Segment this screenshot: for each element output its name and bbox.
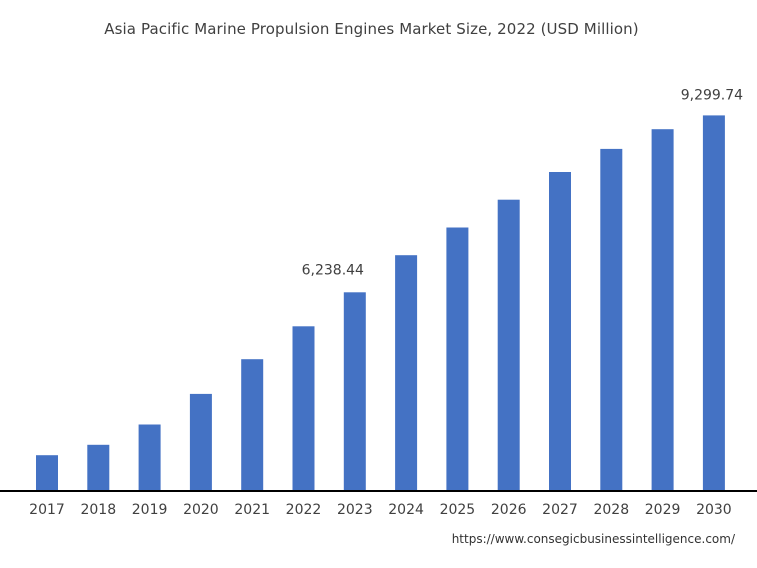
bar-2028 (600, 148, 623, 491)
x-tick-label-2017: 2017 (29, 502, 65, 518)
x-tick-label-2022: 2022 (286, 502, 322, 518)
x-tick-label-2028: 2028 (593, 502, 629, 518)
data-labels-group: 6,238.44 9,299.74 (302, 87, 744, 278)
x-tick-label-2026: 2026 (491, 502, 527, 518)
bar-2030 (702, 115, 725, 492)
data-label-2030: 9,299.74 (681, 87, 743, 103)
bar-2021 (241, 359, 264, 491)
x-tick-label-2030: 2030 (696, 502, 732, 518)
x-tick-label-2025: 2025 (440, 502, 476, 518)
bar-2023 (343, 292, 366, 491)
bar-2019 (138, 424, 161, 491)
data-label-2023: 6,238.44 (302, 262, 364, 278)
bar-2022 (292, 326, 315, 491)
x-tick-label-2027: 2027 (542, 502, 578, 518)
bar-2026 (497, 199, 520, 491)
x-tick-label-2018: 2018 (80, 502, 116, 518)
bar-2017 (36, 455, 58, 491)
x-tick-label-2019: 2019 (132, 502, 168, 518)
x-tick-label-2029: 2029 (645, 502, 681, 518)
x-tick-label-2020: 2020 (183, 502, 219, 518)
x-tick-label-2021: 2021 (234, 502, 270, 518)
bar-2029 (651, 129, 674, 491)
chart-title: Asia Pacific Marine Propulsion Engines M… (104, 20, 639, 38)
bar-2024 (395, 255, 418, 491)
bars-group (36, 115, 725, 492)
bar-2020 (189, 393, 212, 491)
source-url: https://www.consegicbusinessintelligence… (451, 532, 735, 546)
x-tick-labels-group: 2017 2018 2019 2020 2021 2022 2023 2024 2025 2026… (29, 502, 732, 518)
bar-2027 (549, 172, 571, 491)
x-tick-label-2024: 2024 (388, 502, 424, 518)
bar-2018 (87, 444, 110, 491)
x-tick-label-2023: 2023 (337, 502, 373, 518)
bar-2025 (446, 227, 469, 491)
